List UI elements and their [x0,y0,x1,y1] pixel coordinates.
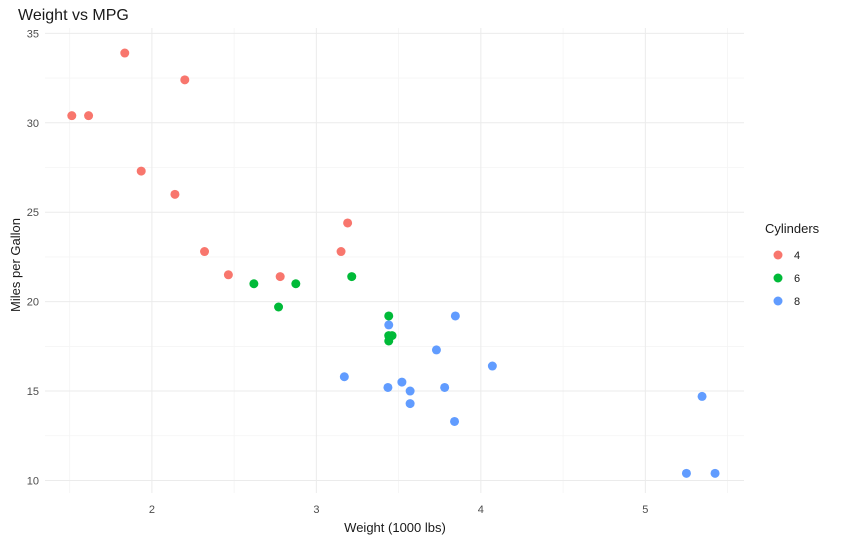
legend-title: Cylinders [765,221,820,236]
x-tick-label: 2 [149,504,155,516]
data-point [120,48,130,58]
data-point [274,302,284,312]
data-point [223,270,233,280]
grid [45,28,744,493]
chart-title: Weight vs MPG [18,7,129,24]
data-point [697,391,707,401]
y-axis-title: Miles per Gallon [8,218,23,312]
legend-label: 6 [794,273,800,285]
legend-key [773,250,783,260]
data-point [440,382,450,392]
series-6 [249,272,397,346]
legend-key [773,273,783,283]
legend-label: 4 [794,250,800,262]
data-point [450,311,460,321]
points-layer [67,48,720,478]
data-point [681,468,691,478]
legend-key [773,296,783,306]
legend-item-4: 4 [773,250,800,262]
data-point [405,386,415,396]
data-point [180,75,190,85]
data-point [384,320,394,330]
y-tick-label: 35 [27,28,39,40]
x-axis-title: Weight (1000 lbs) [344,520,446,535]
data-point [347,272,357,282]
data-point [136,166,146,176]
series-4 [67,48,353,282]
y-axis-ticks: 10 15 20 25 30 35 [27,28,39,487]
y-tick-label: 15 [27,386,39,398]
data-point [291,279,301,289]
legend-label: 8 [794,296,800,308]
data-point [487,361,497,371]
data-point [710,468,720,478]
series-8 [339,311,720,478]
x-tick-label: 4 [478,504,484,516]
data-point [383,382,393,392]
legend-item-6: 6 [773,273,800,285]
data-point [200,247,210,257]
y-tick-label: 25 [27,207,39,219]
data-point [275,272,285,282]
y-tick-label: 30 [27,118,39,130]
data-point [336,247,346,257]
data-point [84,111,94,121]
data-point [249,279,259,289]
x-axis-ticks: 2 3 4 5 [149,504,649,516]
data-point [170,189,180,199]
data-point [387,331,397,341]
y-tick-label: 20 [27,297,39,309]
x-tick-label: 5 [642,504,648,516]
legend-item-8: 8 [773,296,800,308]
data-point [405,399,415,409]
data-point [339,372,349,382]
data-point [450,416,460,426]
legend: Cylinders 4 6 8 [765,221,820,308]
data-point [397,377,407,387]
data-point [431,345,441,355]
y-tick-label: 10 [27,475,39,487]
data-point [384,311,394,321]
data-point [67,111,77,121]
x-tick-label: 3 [313,504,319,516]
data-point [343,218,353,228]
